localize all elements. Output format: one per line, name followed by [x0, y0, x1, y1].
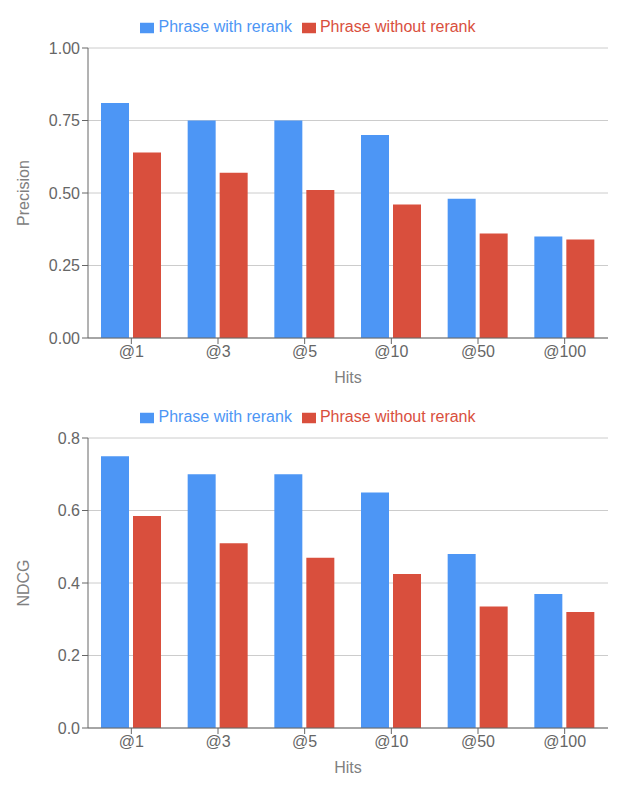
svg-text:0.00: 0.00 [49, 330, 80, 347]
svg-text:@5: @5 [292, 733, 317, 750]
svg-text:0.2: 0.2 [58, 647, 80, 664]
svg-text:@10: @10 [374, 733, 408, 750]
svg-text:Precision: Precision [15, 160, 32, 226]
svg-text:@50: @50 [461, 733, 495, 750]
svg-text:1.00: 1.00 [49, 40, 80, 57]
svg-text:0.50: 0.50 [49, 185, 80, 202]
html-text:Phrase without rerank: Phrase without rerank [319, 18, 476, 35]
svg-text:0.6: 0.6 [58, 502, 80, 519]
html-text:Phrase with rerank: Phrase with rerank [158, 18, 292, 35]
svg-text:@1: @1 [119, 733, 144, 750]
svg-text:0.4: 0.4 [58, 575, 80, 592]
svg-text:@100: @100 [543, 733, 586, 750]
svg-text:@3: @3 [205, 343, 230, 360]
svg-text:@100: @100 [543, 343, 586, 360]
svg-text:@1: @1 [119, 343, 144, 360]
svg-text:0.8: 0.8 [58, 430, 80, 447]
svg-text:@50: @50 [461, 343, 495, 360]
svg-text:NDCG: NDCG [15, 559, 32, 606]
svg-text:0.25: 0.25 [49, 257, 80, 274]
svg-text:@5: @5 [292, 343, 317, 360]
svg-text:0.0: 0.0 [58, 720, 80, 737]
html-text:Phrase without rerank: Phrase without rerank [319, 408, 476, 425]
svg-text:@3: @3 [205, 733, 230, 750]
svg-text:@10: @10 [374, 343, 408, 360]
html-text:Phrase with rerank: Phrase with rerank [158, 408, 292, 425]
svg-text:0.75: 0.75 [49, 112, 80, 129]
svg-text:Hits: Hits [334, 369, 362, 386]
svg-text:Hits: Hits [334, 759, 362, 776]
